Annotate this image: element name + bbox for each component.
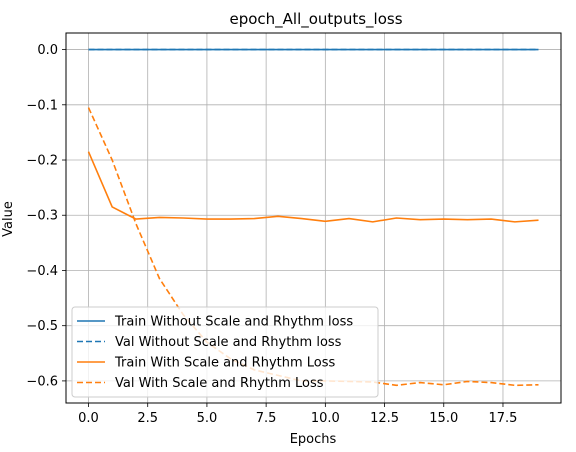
legend-label: Train Without Scale and Rhythm loss [114, 315, 353, 330]
x-tick-label: 0.0 [78, 411, 99, 426]
legend-label: Val With Scale and Rhythm Loss [115, 376, 324, 391]
legend-box [71, 306, 379, 398]
y-tick-label: −0.2 [26, 154, 58, 169]
y-tick-label: −0.3 [26, 209, 58, 224]
x-tick-label: 12.5 [370, 411, 399, 426]
x-tick-label: 5.0 [197, 411, 218, 426]
y-tick-label: −0.4 [26, 264, 58, 279]
series-line-3 [87, 151, 539, 223]
y-tick-label: −0.5 [26, 319, 58, 334]
x-tick-label: 10.0 [311, 411, 340, 426]
y-axis-title: Value [1, 201, 16, 237]
chart-title: epoch_All_outputs_loss [229, 10, 402, 29]
x-tick-label: 2.5 [137, 411, 158, 426]
legend-label: Train With Scale and Rhythm Loss [114, 356, 336, 371]
legend: Train Without Scale and Rhythm loss Val W… [71, 306, 379, 398]
x-tick-label: 17.5 [488, 411, 517, 426]
x-tick-label: 15.0 [429, 411, 458, 426]
x-axis-title: Epochs [290, 432, 337, 447]
y-tick-label: 0.0 [37, 43, 58, 58]
plot-frame [65, 32, 562, 404]
x-tick-label: 7.5 [256, 411, 277, 426]
legend-label: Val Without Scale and Rhythm loss [115, 335, 342, 350]
y-tick-label: −0.6 [26, 374, 58, 389]
y-tick-label: −0.1 [26, 98, 58, 113]
axis-ticks: 0.0 2.5 5.0 7.5 10.0 12.5 15.0 17.5 0.0 −0.1 −0.2 −… [26, 43, 517, 426]
